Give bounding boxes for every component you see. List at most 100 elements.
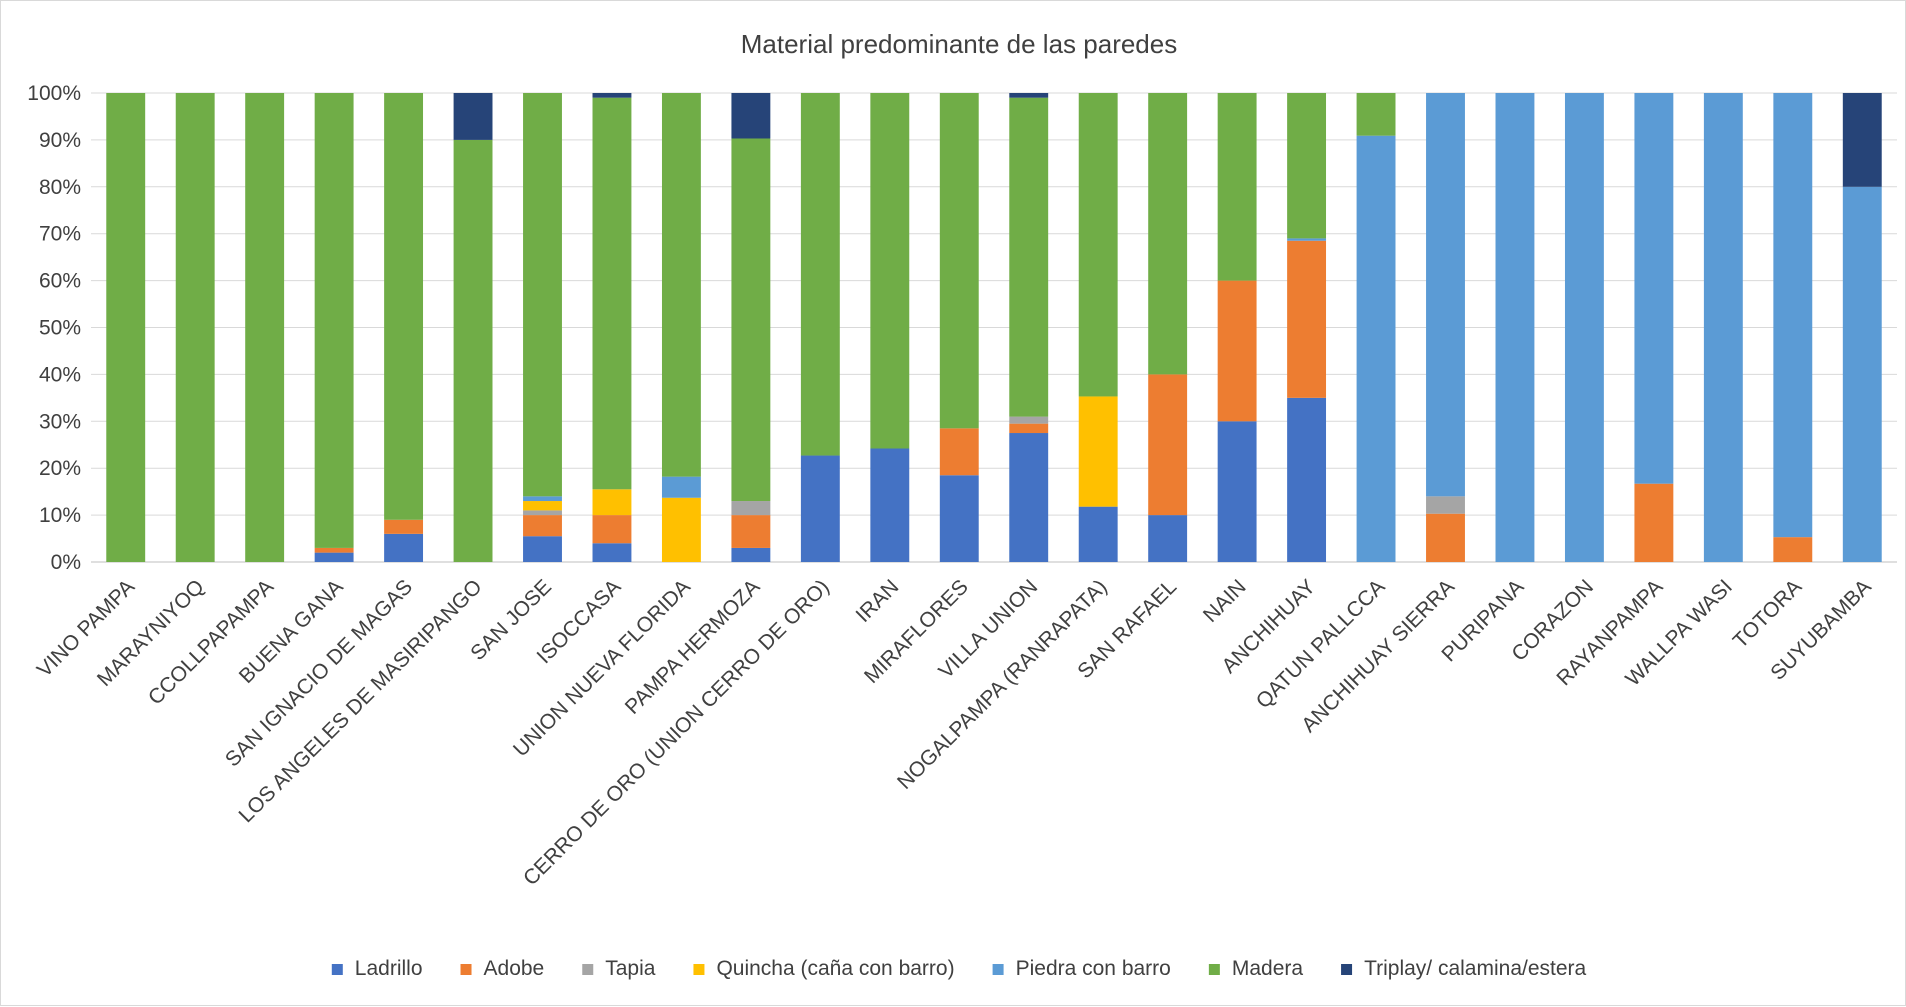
bar-segment: [1842, 93, 1882, 187]
y-tick-label: 30%: [39, 410, 81, 433]
x-tick-label: NAIN: [1199, 575, 1251, 627]
bar-segment: [1426, 93, 1465, 497]
x-tick-label: CCOLLPAPAMPA: [144, 575, 278, 709]
legend-item: Ladrillo: [331, 957, 423, 980]
x-tick-label: LOS ANGELES DE MASIRIPANGO: [235, 575, 487, 827]
legend-label: Adobe: [484, 957, 545, 980]
bar-segment: [661, 476, 701, 498]
bar-segment: [939, 93, 979, 429]
legend-label: Ladrillo: [355, 957, 423, 980]
y-tick-label: 60%: [39, 270, 81, 293]
legend-label: Piedra con barro: [1016, 957, 1171, 980]
legend-swatch: [693, 964, 705, 975]
y-tick-label: 90%: [39, 129, 81, 152]
bar-segment: [1356, 93, 1396, 136]
bar-segment: [1009, 433, 1049, 562]
bar-segment: [1564, 93, 1604, 562]
bar-segment: [523, 93, 562, 497]
bar-segment: [384, 519, 424, 534]
bar-segment: [1703, 93, 1743, 562]
bar-segment: [870, 448, 910, 562]
legend: Ladrillo Adobe Tapia Quincha (caña con barr…: [331, 957, 1587, 980]
y-tick-label: 70%: [39, 223, 81, 246]
bar-segment: [453, 93, 493, 140]
bar-segment: [731, 501, 771, 516]
bar-segment: [314, 552, 354, 562]
legend-swatch: [1208, 964, 1220, 975]
bar-segment: [661, 93, 701, 477]
gridlines: [91, 92, 1897, 563]
bar-segment: [1148, 374, 1188, 516]
bar-segment: [592, 489, 632, 516]
bar-segment: [175, 93, 215, 562]
bar-segment: [1287, 93, 1327, 239]
bar-segment: [314, 547, 354, 553]
bars: [106, 93, 1882, 563]
y-tick-label: 40%: [39, 363, 81, 386]
bar-segment: [592, 93, 632, 98]
legend-label: Triplay/ calamina/estera: [1364, 957, 1586, 980]
y-tick-label: 100%: [27, 82, 81, 105]
legend-label: Madera: [1232, 957, 1304, 980]
bar-segment: [1773, 537, 1813, 562]
y-tick-label: 20%: [39, 457, 81, 480]
bar-segment: [1356, 135, 1396, 562]
y-axis: 0% 10% 20% 30% 40% 50% 60% 70% 80% 90% 100%: [27, 82, 81, 574]
y-tick-label: 0%: [51, 551, 81, 574]
bar-segment: [384, 533, 424, 562]
x-tick-label: IRAN: [852, 575, 904, 627]
bar-segment: [1842, 186, 1882, 563]
legend-label: Quincha (caña con barro): [716, 957, 954, 980]
bar-segment: [1287, 238, 1327, 241]
legend-item: Madera: [1208, 957, 1304, 980]
legend-item: Piedra con barro: [992, 957, 1171, 980]
bar-segment: [592, 515, 632, 544]
bar-segment: [1773, 93, 1813, 538]
bar-segment: [1009, 97, 1049, 417]
bar-segment: [523, 496, 562, 502]
bar-segment: [523, 501, 562, 511]
bar-segment: [106, 93, 146, 562]
bar-segment: [523, 510, 562, 516]
legend-swatch: [460, 964, 472, 975]
bar-segment: [1217, 93, 1257, 281]
bar-segment: [1009, 93, 1049, 98]
legend-item: Quincha (caña con barro): [693, 957, 955, 980]
bar-segment: [314, 93, 354, 548]
bar-segment: [1148, 93, 1188, 375]
bar-segment: [1217, 280, 1257, 422]
bar-segment: [661, 497, 701, 562]
legend-swatch: [582, 964, 594, 975]
bar-segment: [1634, 93, 1674, 484]
x-tick-label: QATUN PALLCCA: [1252, 575, 1390, 713]
bar-segment: [523, 536, 562, 562]
bar-segment: [800, 455, 840, 562]
bar-segment: [592, 97, 632, 490]
bar-segment: [453, 139, 493, 562]
bar-segment: [731, 547, 771, 562]
bar-segment: [870, 93, 910, 449]
legend-item: Adobe: [460, 957, 545, 980]
bar-segment: [1078, 396, 1118, 507]
bar-segment: [1148, 515, 1188, 562]
bar-segment: [1009, 423, 1049, 434]
bar-segment: [731, 93, 771, 139]
bar-segment: [245, 93, 285, 562]
legend-swatch: [992, 964, 1004, 975]
bar-segment: [1426, 496, 1465, 514]
legend-swatch: [331, 964, 343, 975]
bar-segment: [1009, 416, 1049, 424]
y-tick-label: 50%: [39, 317, 81, 340]
bar-segment: [1078, 506, 1118, 562]
legend-item: Tapia: [582, 957, 656, 980]
chart-title: Material predominante de las paredes: [741, 29, 1177, 59]
bar-segment: [731, 138, 771, 502]
y-tick-label: 80%: [39, 176, 81, 199]
bar-segment: [592, 543, 632, 562]
bar-segment: [800, 93, 840, 456]
bar-segment: [939, 428, 979, 476]
bar-segment: [1217, 421, 1257, 562]
bar-segment: [1495, 93, 1535, 562]
